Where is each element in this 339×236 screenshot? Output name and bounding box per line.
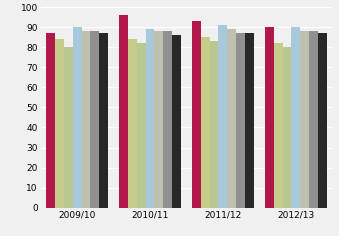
Bar: [64, 47, 73, 208]
Bar: [265, 27, 274, 208]
Bar: [163, 31, 172, 208]
Bar: [245, 33, 254, 208]
Bar: [145, 29, 155, 208]
Bar: [201, 37, 210, 208]
Bar: [73, 27, 82, 208]
Bar: [155, 31, 163, 208]
Bar: [55, 39, 64, 208]
Bar: [137, 43, 145, 208]
Bar: [172, 35, 181, 208]
Bar: [282, 47, 291, 208]
Bar: [210, 41, 218, 208]
Bar: [218, 25, 227, 208]
Bar: [46, 33, 55, 208]
Bar: [82, 31, 91, 208]
Bar: [192, 21, 201, 208]
Bar: [91, 31, 99, 208]
Bar: [119, 15, 128, 208]
Bar: [236, 33, 245, 208]
Bar: [128, 39, 137, 208]
Bar: [291, 27, 300, 208]
Bar: [300, 31, 309, 208]
Bar: [99, 33, 108, 208]
Bar: [318, 33, 327, 208]
Bar: [227, 29, 236, 208]
Bar: [274, 43, 282, 208]
Bar: [309, 31, 318, 208]
